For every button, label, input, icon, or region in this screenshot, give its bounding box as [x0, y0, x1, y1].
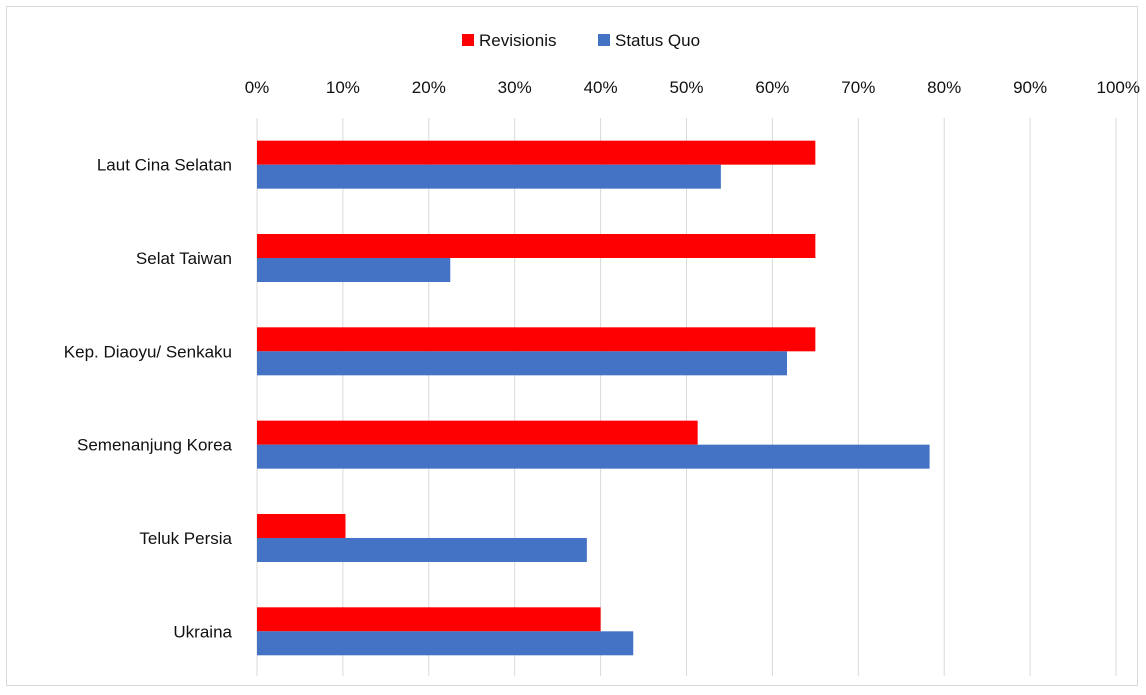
bar-revisionis-teluk-persia: [257, 513, 346, 538]
x-tick-label: 100%: [1097, 78, 1140, 97]
x-tick-label: 70%: [841, 78, 875, 97]
x-tick-label: 30%: [498, 78, 532, 97]
bar-revisionis-laut-cina-selatan: [257, 140, 816, 165]
bar-revisionis-kep-diaoyu-senkaku: [257, 327, 816, 352]
x-axis-ticks: 0% 10% 20% 30% 40% 50% 60% 70% 80% 90% 100%: [245, 78, 1140, 97]
bar-revisionis-ukraina: [257, 607, 601, 632]
x-tick-label: 80%: [927, 78, 961, 97]
legend-label-revisionis: Revisionis: [479, 31, 556, 50]
bar-status-quo-ukraina: [257, 631, 634, 656]
bar-revisionis-selat-taiwan: [257, 233, 816, 258]
category-label-teluk-persia: Teluk Persia: [139, 529, 232, 548]
bar-status-quo-laut-cina-selatan: [257, 164, 721, 189]
category-label-laut-cina-selatan: Laut Cina Selatan: [97, 156, 232, 175]
bar-revisionis-semenanjung-korea: [257, 420, 698, 445]
legend: Revisionis Status Quo: [462, 31, 700, 50]
legend-swatch-revisionis: [462, 34, 474, 46]
x-tick-label: 20%: [412, 78, 446, 97]
x-tick-label: 90%: [1013, 78, 1047, 97]
gridlines: [256, 118, 1117, 676]
x-tick-label: 40%: [584, 78, 618, 97]
x-tick-label: 10%: [326, 78, 360, 97]
category-label-selat-taiwan: Selat Taiwan: [136, 249, 232, 268]
category-labels: Laut Cina Selatan Selat Taiwan Kep. Diaoyu…: [64, 156, 233, 642]
x-tick-label: 60%: [755, 78, 789, 97]
legend-label-status-quo: Status Quo: [615, 31, 700, 50]
legend-swatch-status-quo: [598, 34, 610, 46]
category-label-kep-diaoyu-senkaku: Kep. Diaoyu/ Senkaku: [64, 342, 232, 361]
category-label-semenanjung-korea: Semenanjung Korea: [77, 436, 233, 455]
bar-status-quo-teluk-persia: [257, 537, 587, 562]
bar-status-quo-semenanjung-korea: [257, 444, 930, 469]
x-tick-label: 50%: [669, 78, 703, 97]
bars: [257, 140, 930, 656]
bar-status-quo-kep-diaoyu-senkaku: [257, 351, 788, 376]
x-tick-label: 0%: [245, 78, 270, 97]
category-label-ukraina: Ukraina: [173, 622, 232, 641]
bar-status-quo-selat-taiwan: [257, 257, 451, 282]
